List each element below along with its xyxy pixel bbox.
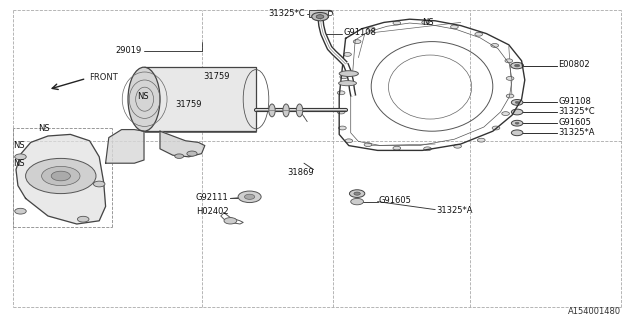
Circle shape xyxy=(364,143,372,147)
Circle shape xyxy=(511,109,523,115)
FancyBboxPatch shape xyxy=(144,67,256,131)
Text: NS: NS xyxy=(422,18,434,27)
Polygon shape xyxy=(16,134,106,224)
Circle shape xyxy=(77,216,89,222)
Circle shape xyxy=(422,20,429,24)
Circle shape xyxy=(502,112,509,116)
Circle shape xyxy=(505,59,513,63)
Circle shape xyxy=(491,44,499,47)
Text: 31325*C: 31325*C xyxy=(558,107,595,116)
Circle shape xyxy=(15,154,26,160)
Circle shape xyxy=(345,139,353,143)
Circle shape xyxy=(349,190,365,197)
Circle shape xyxy=(515,64,520,67)
Ellipse shape xyxy=(269,104,275,117)
Text: 29019: 29019 xyxy=(115,46,141,55)
Text: G91605: G91605 xyxy=(558,118,591,127)
Text: E00802: E00802 xyxy=(558,60,589,69)
FancyBboxPatch shape xyxy=(309,10,328,17)
Text: NS: NS xyxy=(138,92,149,100)
Circle shape xyxy=(454,144,461,148)
Circle shape xyxy=(26,158,96,194)
Circle shape xyxy=(312,12,328,21)
Text: 31759: 31759 xyxy=(203,72,229,81)
Circle shape xyxy=(353,40,361,44)
Ellipse shape xyxy=(339,71,358,76)
Circle shape xyxy=(339,126,346,130)
Circle shape xyxy=(15,208,26,214)
Circle shape xyxy=(42,166,80,186)
Polygon shape xyxy=(106,130,144,163)
Circle shape xyxy=(515,122,519,124)
Text: 31325*A: 31325*A xyxy=(558,128,595,137)
Circle shape xyxy=(244,194,255,199)
Ellipse shape xyxy=(296,104,303,117)
Text: NS: NS xyxy=(38,124,50,132)
Text: A154001480: A154001480 xyxy=(568,308,621,316)
Circle shape xyxy=(316,15,324,19)
Circle shape xyxy=(187,151,197,156)
Ellipse shape xyxy=(339,81,356,86)
Circle shape xyxy=(93,181,105,187)
Circle shape xyxy=(511,130,523,136)
Text: NS: NS xyxy=(13,141,24,150)
Circle shape xyxy=(175,154,184,158)
Text: 31869: 31869 xyxy=(287,168,314,177)
Circle shape xyxy=(515,101,519,103)
Text: 31325*A: 31325*A xyxy=(436,206,473,215)
Polygon shape xyxy=(160,131,205,157)
Circle shape xyxy=(224,218,237,224)
Circle shape xyxy=(511,100,523,105)
Circle shape xyxy=(393,21,401,25)
Text: G91605: G91605 xyxy=(379,196,412,205)
Circle shape xyxy=(337,110,345,114)
Circle shape xyxy=(492,126,500,130)
Circle shape xyxy=(51,171,70,181)
Text: 31325*C: 31325*C xyxy=(268,9,305,18)
Circle shape xyxy=(511,120,523,126)
Text: G91108: G91108 xyxy=(344,28,376,37)
Circle shape xyxy=(506,94,514,98)
Circle shape xyxy=(337,91,345,95)
Ellipse shape xyxy=(128,67,160,131)
Text: H02402: H02402 xyxy=(196,207,228,216)
Text: NS: NS xyxy=(13,159,24,168)
Circle shape xyxy=(238,191,261,203)
Circle shape xyxy=(351,198,364,205)
Circle shape xyxy=(367,27,375,31)
Circle shape xyxy=(344,52,351,56)
Circle shape xyxy=(451,25,458,29)
Text: 31759: 31759 xyxy=(175,100,202,109)
Circle shape xyxy=(424,147,431,151)
Circle shape xyxy=(393,146,401,150)
Circle shape xyxy=(506,76,514,80)
Text: G91108: G91108 xyxy=(558,97,591,106)
Circle shape xyxy=(354,192,360,195)
Circle shape xyxy=(477,138,485,142)
Text: FRONT: FRONT xyxy=(90,73,118,82)
Ellipse shape xyxy=(283,104,289,117)
Circle shape xyxy=(475,32,483,36)
Circle shape xyxy=(511,62,524,69)
Circle shape xyxy=(340,75,348,79)
Text: G92111: G92111 xyxy=(196,193,228,202)
